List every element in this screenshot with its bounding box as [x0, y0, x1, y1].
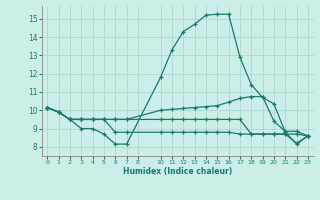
X-axis label: Humidex (Indice chaleur): Humidex (Indice chaleur)	[123, 167, 232, 176]
